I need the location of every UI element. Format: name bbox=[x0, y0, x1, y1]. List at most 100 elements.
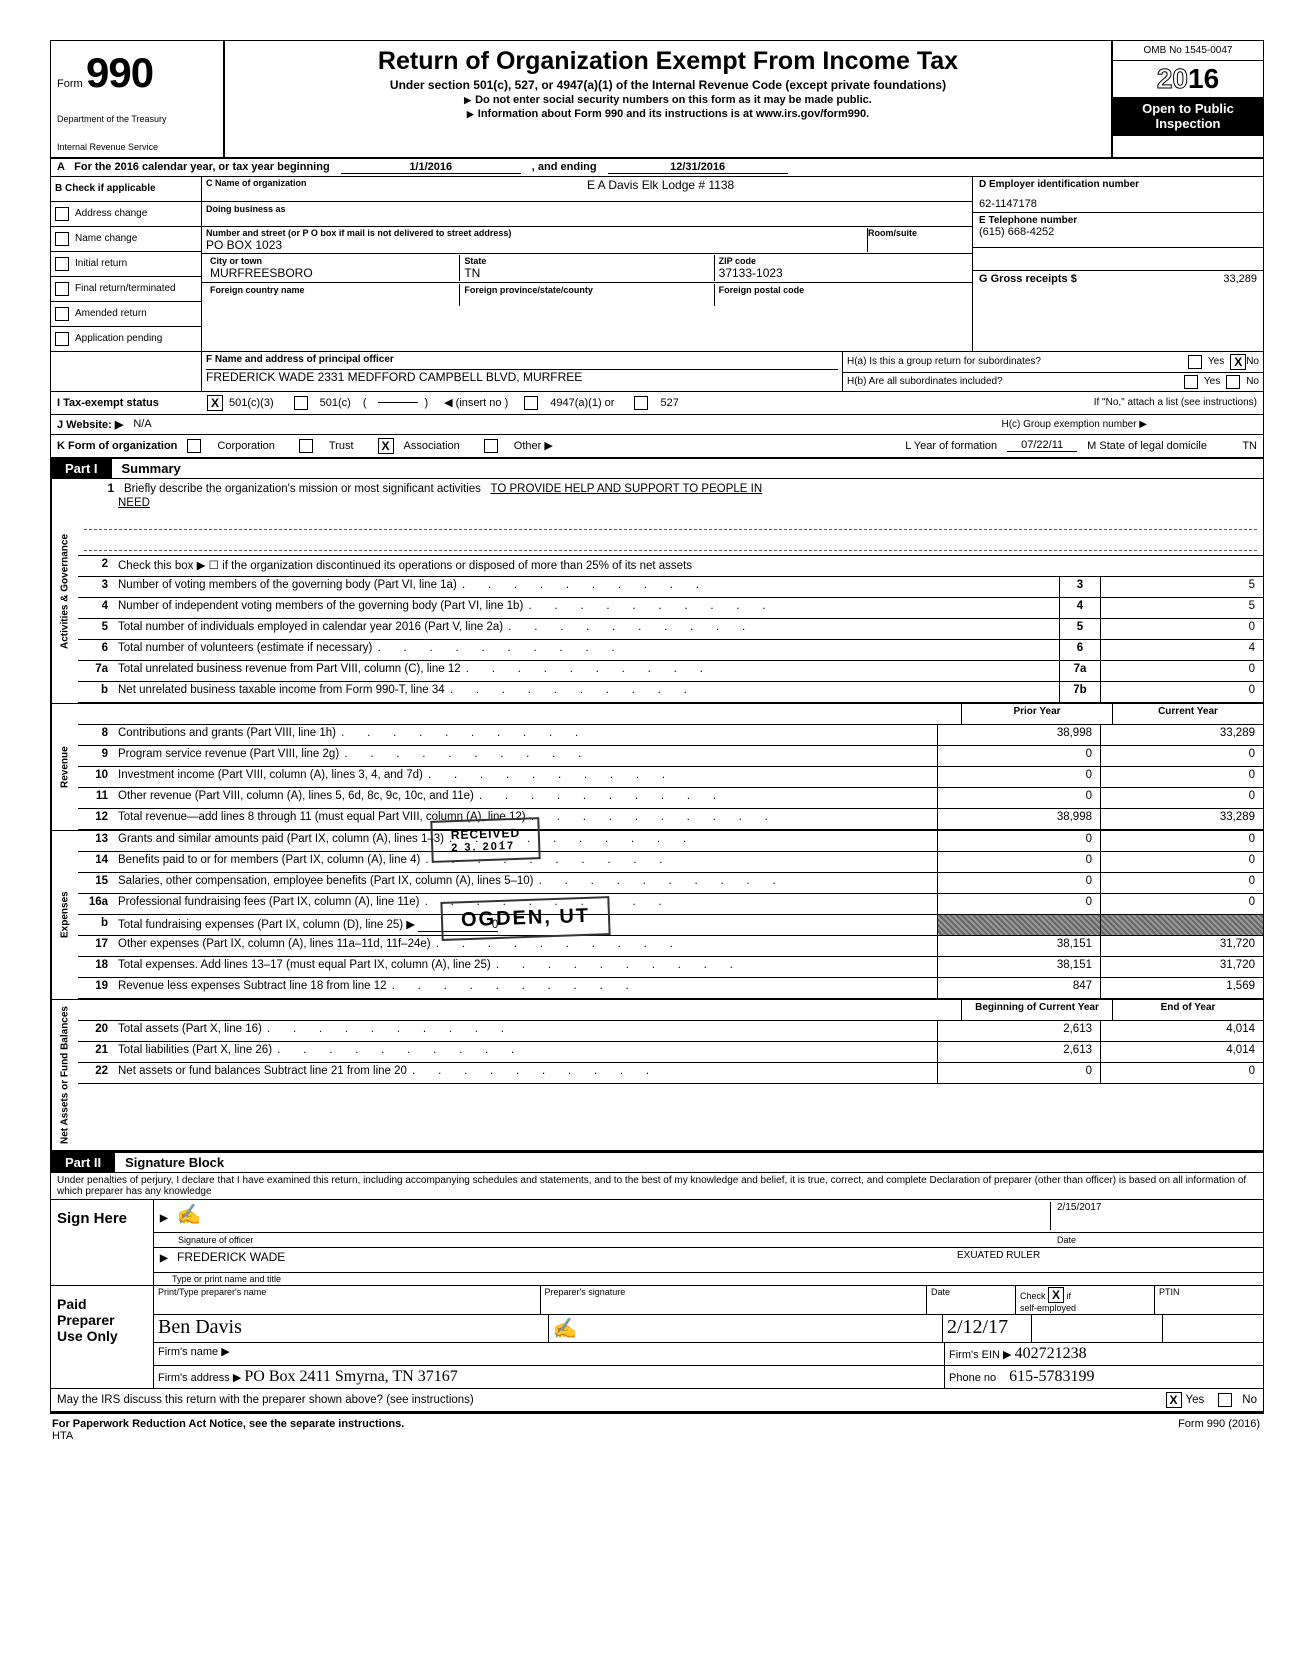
preparer-date: 2/12/17 bbox=[943, 1315, 1032, 1342]
h-b-yes[interactable] bbox=[1184, 375, 1198, 389]
h-a-yes[interactable] bbox=[1188, 355, 1202, 369]
chk-self-employed[interactable]: X bbox=[1048, 1287, 1064, 1303]
summary-row: 21Total liabilities (Part X, line 26) 2,… bbox=[78, 1042, 1263, 1063]
chk-address-change[interactable]: Address change bbox=[51, 202, 201, 227]
chk-initial-return[interactable]: Initial return bbox=[51, 252, 201, 277]
form-subtitle: Under section 501(c), 527, or 4947(a)(1)… bbox=[233, 78, 1103, 92]
summary-row: 17Other expenses (Part IX, column (A), l… bbox=[78, 936, 1263, 957]
chk-501c[interactable] bbox=[294, 396, 308, 410]
chk-association[interactable]: X bbox=[378, 438, 394, 454]
summary-row: 7aTotal unrelated business revenue from … bbox=[78, 661, 1263, 682]
principal-officer: FREDERICK WADE 2331 MEDFFORD CAMPBELL BL… bbox=[206, 370, 838, 384]
section-label: Expenses bbox=[51, 831, 78, 999]
section-label: Activities & Governance bbox=[51, 479, 78, 703]
summary-row: 20Total assets (Part X, line 16) 2,6134,… bbox=[78, 1021, 1263, 1042]
org-name: E A Davis Elk Lodge # 1138 bbox=[587, 178, 968, 200]
summary-row: 18Total expenses. Add lines 13–17 (must … bbox=[78, 957, 1263, 978]
org-city: MURFREESBORO bbox=[210, 266, 455, 280]
summary-row: 9Program service revenue (Part VIII, lin… bbox=[78, 746, 1263, 767]
officer-signature: ✍ bbox=[176, 1204, 201, 1226]
irs-discuss-row: May the IRS discuss this return with the… bbox=[51, 1389, 1263, 1413]
omb-number: OMB No 1545-0047 bbox=[1113, 41, 1263, 61]
dept-treasury: Department of the Treasury bbox=[57, 115, 217, 125]
open-to-public: Open to Public Inspection bbox=[1113, 98, 1263, 136]
paid-preparer-block: Paid Preparer Use Only Print/Type prepar… bbox=[51, 1286, 1263, 1389]
summary-row: 12Total revenue—add lines 8 through 11 (… bbox=[78, 809, 1263, 830]
chk-amended-return[interactable]: Amended return bbox=[51, 302, 201, 327]
chk-trust[interactable] bbox=[299, 439, 313, 453]
summary-row: 4Number of independent voting members of… bbox=[78, 598, 1263, 619]
officer-title: EXUATED RULER bbox=[957, 1250, 1257, 1270]
chk-application-pending[interactable]: Application pending bbox=[51, 327, 201, 351]
summary-row: b Total fundraising expenses (Part IX, c… bbox=[78, 915, 1263, 936]
col-b-checkboxes: B Check if applicable Address change Nam… bbox=[51, 177, 202, 351]
sign-here-block: Sign Here ✍ 2/15/2017 Signature of offic… bbox=[51, 1200, 1263, 1286]
summary-row: 3Number of voting members of the governi… bbox=[78, 577, 1263, 598]
chk-501c3[interactable]: X bbox=[207, 395, 223, 411]
summary-row: 16aProfessional fundraising fees (Part I… bbox=[78, 894, 1263, 915]
summary-row: 2Check this box ▶ ☐ if the organization … bbox=[78, 556, 1263, 577]
chk-4947[interactable] bbox=[524, 396, 538, 410]
summary-row: 15Salaries, other compensation, employee… bbox=[78, 873, 1263, 894]
summary-row: 22Net assets or fund balances Subtract l… bbox=[78, 1063, 1263, 1084]
part-i-header: Part I Summary bbox=[51, 459, 1263, 479]
org-street: PO BOX 1023 bbox=[206, 238, 867, 252]
page-footer: For Paperwork Reduction Act Notice, see … bbox=[50, 1414, 1262, 1446]
summary-row: 19Revenue less expenses Subtract line 18… bbox=[78, 978, 1263, 999]
irs-discuss-no[interactable] bbox=[1218, 1393, 1232, 1407]
tax-year-begin: 1/1/2016 bbox=[341, 161, 521, 174]
h-b-no[interactable] bbox=[1226, 375, 1240, 389]
form-title: Return of Organization Exempt From Incom… bbox=[233, 47, 1103, 76]
summary-row: 13Grants and similar amounts paid (Part … bbox=[78, 831, 1263, 852]
firm-ein: 402721238 bbox=[1015, 1345, 1087, 1362]
summary-row: 6Total number of volunteers (estimate if… bbox=[78, 640, 1263, 661]
form-word: Form bbox=[57, 78, 83, 90]
gross-receipts: 33,289 bbox=[1223, 273, 1257, 303]
firm-phone: 615-5783199 bbox=[1009, 1368, 1094, 1385]
preparer-name: Ben Davis bbox=[154, 1315, 549, 1342]
tax-year: 2016 bbox=[1113, 61, 1263, 98]
line-a: A For the 2016 calendar year, or tax yea… bbox=[51, 159, 1263, 177]
chk-final-return[interactable]: Final return/terminated bbox=[51, 277, 201, 302]
part-ii-header: Part II Signature Block bbox=[51, 1151, 1263, 1173]
section-label: Net Assets or Fund Balances bbox=[51, 1000, 78, 1150]
telephone: (615) 668-4252 bbox=[979, 226, 1257, 238]
org-state: TN bbox=[464, 266, 709, 280]
website: N/A bbox=[133, 418, 151, 430]
chk-other[interactable] bbox=[484, 439, 498, 453]
summary-row: 14Benefits paid to or for members (Part … bbox=[78, 852, 1263, 873]
summary-row: 8Contributions and grants (Part VIII, li… bbox=[78, 725, 1263, 746]
year-formation: 07/22/11 bbox=[1007, 439, 1077, 452]
dept-irs: Internal Revenue Service bbox=[57, 143, 217, 153]
officer-name: FREDERICK WADE bbox=[177, 1250, 285, 1264]
summary-row: bNet unrelated business taxable income f… bbox=[78, 682, 1263, 703]
irs-discuss-yes[interactable]: X bbox=[1166, 1392, 1182, 1408]
preparer-signature: ✍ bbox=[549, 1315, 944, 1342]
chk-corporation[interactable] bbox=[187, 439, 201, 453]
sign-date: 2/15/2017 bbox=[1050, 1202, 1257, 1230]
summary-row: 10Investment income (Part VIII, column (… bbox=[78, 767, 1263, 788]
form-note-ssn: Do not enter social security numbers on … bbox=[233, 94, 1103, 106]
form-number-cell: Form 990 Department of the Treasury Inte… bbox=[51, 41, 225, 157]
chk-527[interactable] bbox=[634, 396, 648, 410]
tax-year-end: 12/31/2016 bbox=[608, 161, 788, 174]
form-note-info: Information about Form 990 and its instr… bbox=[233, 108, 1103, 120]
title-cell: Return of Organization Exempt From Incom… bbox=[225, 41, 1111, 157]
firm-address: PO Box 2411 Smyrna, TN 37167 bbox=[244, 1368, 457, 1385]
org-zip: 37133-1023 bbox=[719, 266, 964, 280]
summary-row: 11Other revenue (Part VIII, column (A), … bbox=[78, 788, 1263, 809]
summary-table: Activities & Governance1 Briefly describ… bbox=[51, 479, 1263, 1151]
col-de: D Employer identification number 62-1147… bbox=[972, 177, 1263, 351]
col-c-org-info: C Name of organization E A Davis Elk Lod… bbox=[202, 177, 972, 351]
form-header: Form 990 Department of the Treasury Inte… bbox=[51, 41, 1263, 159]
h-a-no[interactable]: X bbox=[1230, 354, 1246, 370]
omb-cell: OMB No 1545-0047 2016 Open to Public Ins… bbox=[1111, 41, 1263, 157]
summary-row: 5Total number of individuals employed in… bbox=[78, 619, 1263, 640]
chk-name-change[interactable]: Name change bbox=[51, 227, 201, 252]
summary-row: 1 Briefly describe the organization's mi… bbox=[78, 479, 1263, 556]
ein: 62-1147178 bbox=[979, 198, 1257, 210]
state-domicile: TN bbox=[1217, 440, 1257, 452]
section-label: Revenue bbox=[51, 704, 78, 830]
form-number: 990 bbox=[86, 49, 153, 96]
perjury-statement: Under penalties of perjury, I declare th… bbox=[51, 1173, 1263, 1200]
